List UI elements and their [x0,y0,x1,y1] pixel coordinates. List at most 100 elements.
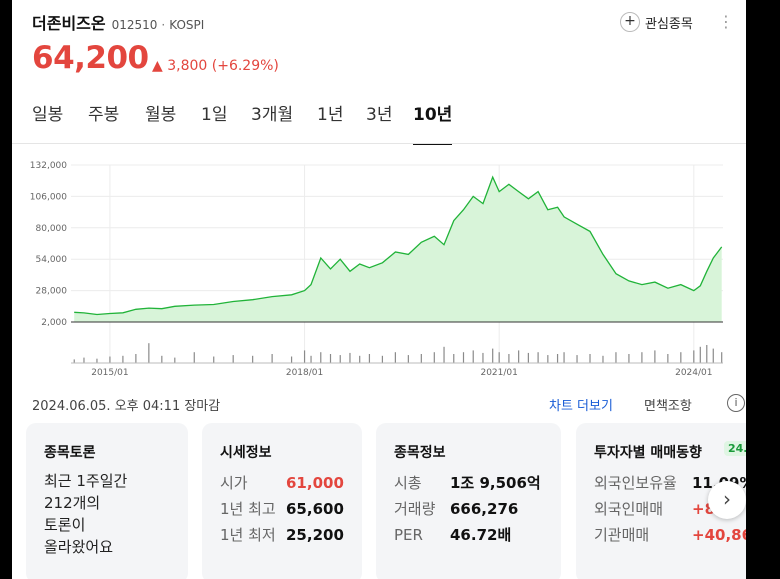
volume-bar [122,355,124,363]
volume-bar [73,359,75,363]
volume-bar [443,346,445,363]
volume-bar [407,355,409,363]
volume-bar [433,352,435,363]
tab-3y[interactable]: 3년 [366,105,393,125]
volume-bar [602,355,604,363]
volume-bar [213,356,215,363]
stat-value: 25,200 [286,526,344,544]
volume-bar [394,352,396,363]
volume-bar [547,355,549,363]
y-tick-label: 2,000 [41,318,67,328]
stat-value: 61,000 [286,474,344,492]
stat-label: 1년 최고 [220,500,276,518]
volume-bar [712,348,714,363]
date-badge: 24. [724,441,746,456]
discussion-line: 토론이 [44,516,86,534]
stat-value: 1조 9,506억 [450,474,541,492]
volume-bar [615,352,617,363]
stat-label: 1년 최저 [220,526,276,544]
volume-bar [699,346,701,363]
more-chart-link[interactable]: 차트 더보기 [549,399,613,414]
volume-bar [96,358,98,363]
more-options-icon[interactable]: ⋮ [718,12,734,31]
y-tick-label: 28,000 [36,287,68,297]
stat-value: 65,600 [286,500,344,518]
stock-title-row: 더존비즈온 012510 · KOSPI [32,10,204,36]
volume-bar [271,354,273,363]
volume-bar [232,355,234,363]
x-tick-label: 2021/01 [480,368,517,378]
price-area [74,177,722,322]
card-title: 투자자별 매매동향 [594,445,702,461]
stock-panel: 더존비즈온 012510 · KOSPI + 관심종목 ⋮ 64,200 ▲ 3… [12,0,746,579]
chart-meta-row: 2024.06.05. 오후 04:11 장마감 차트 더보기 면책조항 i [32,393,745,414]
discussion-line: 올라왔어요 [44,538,114,556]
volume-bar [492,348,494,363]
volume-bar [462,352,465,363]
price-change: ▲ 3,800 (+6.29%) [152,58,279,74]
favorite-label: 관심종목 [645,16,693,32]
volume-bar [508,354,510,363]
volume-bar [453,354,455,363]
stat-value: 46.72배 [450,526,512,544]
volume-bar [706,345,708,363]
tab-daily[interactable]: 일봉 [32,105,64,125]
disclaimer-link[interactable]: 면책조항 [644,399,692,414]
card-title: 종목정보 [394,445,446,461]
y-tick-label: 54,000 [36,255,68,265]
tab-3m[interactable]: 3개월 [251,105,294,125]
volume-bar [680,352,682,363]
price-chart[interactable]: 132,000 106,000 80,000 54,000 28,000 2,000 20… [12,150,746,385]
stock-info-card[interactable]: 종목정보 시총 1조 9,506억 거래량 666,276 PER 46.72배 [376,423,561,579]
volume-bar [359,355,361,363]
tab-divider [12,143,746,144]
volume-bar [303,350,306,363]
stat-label: 외국인매매 [594,500,664,518]
quote-card[interactable]: 시세정보 시가 61,000 1년 최고 65,600 1년 최저 25,200 [202,423,362,579]
volume-bar [667,354,669,363]
volume-bar [589,354,591,363]
volume-bar [537,352,539,363]
stat-label: 시가 [220,474,248,492]
volume-bar [161,355,163,363]
stat-value: 666,276 [450,500,519,518]
discussion-summary: 최근 1주일간 212개의 토론이 올라왔어요 [44,470,127,558]
tab-monthly[interactable]: 월봉 [145,105,177,125]
volume-bar [641,352,643,363]
volume-bar [174,357,176,363]
volume-bar [349,352,351,363]
volume-bar [193,352,195,363]
tab-1d[interactable]: 1일 [201,105,228,125]
discussion-line: 212개의 [44,494,101,512]
tab-10y[interactable]: 10년 [413,100,453,145]
y-tick-label: 132,000 [30,161,67,171]
favorite-button[interactable]: + 관심종목 [620,12,693,32]
x-tick-label: 2024/01 [675,368,712,378]
stat-label: 시총 [394,474,422,492]
volume-bar [368,354,371,363]
volume-bar [252,355,254,363]
card-title: 종목토론 [44,445,96,461]
card-title: 시세정보 [220,445,272,461]
tab-1y[interactable]: 1년 [317,105,344,125]
info-icon[interactable]: i [727,394,745,412]
stock-name[interactable]: 더존비즈온 [32,14,106,33]
tab-weekly[interactable]: 주봉 [88,105,120,125]
stock-code: 012510 [111,18,158,32]
stat-row: 시가 61,000 [220,472,344,493]
current-price: 64,200 [32,40,149,76]
update-timestamp: 2024.06.05. 오후 04:11 장마감 [32,399,221,414]
stat-label: PER [394,526,423,544]
volume-bar [527,352,529,363]
x-tick-label: 2018/01 [286,368,323,378]
next-card-button[interactable]: › [708,481,746,519]
stat-row: 1년 최고 65,600 [220,498,344,519]
stat-row: 외국인매매 +8 [594,498,715,519]
stat-value: +40,86 [692,526,746,544]
volume-bar [148,343,150,363]
volume-bar [83,357,85,363]
volume-bar [518,350,520,363]
stat-row: 1년 최저 25,200 [220,524,344,545]
volume-bar [320,352,322,363]
discussion-card[interactable]: 종목토론 최근 1주일간 212개의 토론이 올라왔어요 [26,423,188,579]
